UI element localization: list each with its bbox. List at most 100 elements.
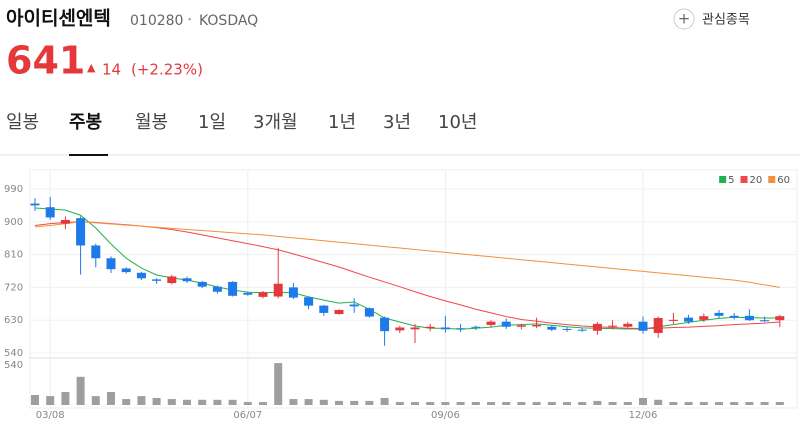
volume-bar (578, 402, 587, 405)
candle-body (760, 320, 770, 322)
candle-body (304, 297, 314, 306)
candle-body (486, 321, 496, 325)
candle-body (334, 309, 344, 315)
volume-bar (107, 392, 115, 405)
candle-body (653, 318, 663, 333)
volume-bar (623, 402, 632, 405)
watch-icon: + (678, 10, 691, 28)
volume-bar (167, 399, 176, 405)
candle-body (714, 312, 724, 316)
candle-body (516, 325, 526, 327)
candle-body (592, 323, 602, 331)
x-tick-label: 06/07 (233, 410, 262, 421)
price: 641 (6, 39, 85, 83)
volume-bar (31, 394, 39, 405)
volume-bar (487, 402, 495, 405)
tab[interactable]: 3년 (383, 112, 411, 133)
volume-bar (456, 402, 465, 405)
watch-button[interactable]: + 관심종목 (673, 8, 750, 30)
candle-body (425, 326, 435, 329)
candle-body (364, 308, 374, 317)
tab[interactable]: 월봉 (135, 112, 168, 133)
legend-label: 20 (750, 175, 763, 186)
volume-bar (380, 397, 389, 405)
volume-bar (502, 402, 511, 405)
volume-bar (259, 402, 267, 405)
candle-body (228, 281, 238, 296)
volume-bar (365, 400, 374, 405)
volume-bar (654, 399, 663, 405)
volume-bar (91, 396, 100, 405)
tab[interactable]: 3개월 (253, 112, 298, 133)
volume-bar (395, 402, 404, 405)
tab[interactable]: 1일 (198, 112, 226, 133)
legend-swatch (719, 176, 727, 183)
volume-bar (684, 402, 693, 405)
ma-line (34, 221, 780, 288)
tab[interactable]: 1년 (328, 112, 356, 133)
volume-bar (350, 400, 359, 405)
volume-bar (517, 402, 526, 405)
candle-body (106, 258, 116, 270)
candle-body (243, 292, 253, 295)
candle-body (380, 317, 390, 332)
volume-bar (335, 400, 343, 405)
y-tick-label: 720 (4, 282, 23, 293)
volume-bar (745, 402, 754, 405)
stock-code: 010280 (130, 13, 183, 29)
tab-bar: 일봉 주봉 월봉 1일 3개월 1년 3년 10년 (6, 112, 477, 156)
volume-bar (669, 402, 678, 405)
volume-bar (532, 402, 541, 405)
y-tick-label: 630 (4, 315, 23, 326)
tab[interactable]: 일봉 (6, 112, 39, 133)
candle-body (395, 327, 405, 331)
legend-swatch (768, 176, 776, 183)
candle-body (729, 315, 739, 318)
candle-body (30, 203, 40, 206)
volume-bar (730, 402, 739, 405)
tab[interactable]: 주봉 (69, 112, 102, 133)
separator: • (187, 16, 192, 26)
x-tick-label: 03/08 (36, 410, 65, 421)
change-arrow: ▲ (87, 61, 96, 74)
volume-bar (547, 402, 556, 405)
volume-bar (61, 392, 70, 405)
candle-body (668, 319, 678, 321)
volume-bar (608, 402, 617, 405)
volume-bar (319, 399, 328, 405)
y-tick-label: 810 (4, 250, 23, 261)
volume-bar (441, 402, 450, 405)
volume-bar (274, 363, 283, 405)
candle-body (471, 326, 481, 328)
candle-body (76, 218, 86, 246)
volume-bar (426, 402, 435, 405)
tab[interactable]: 10년 (438, 112, 477, 133)
volume-bar (213, 399, 222, 405)
candle-body (744, 315, 754, 321)
y-tick-label: 540 (4, 348, 23, 359)
change: 14 (102, 61, 121, 79)
market: KOSDAQ (199, 13, 258, 29)
volume-bar (760, 402, 769, 405)
volume-tick-label: 540 (4, 360, 23, 371)
candle-body (623, 323, 633, 327)
candle-body (547, 326, 557, 330)
y-tick-label: 990 (4, 184, 23, 195)
stock-name: 아이티센엔텍 (6, 8, 111, 30)
candle-body (121, 268, 131, 273)
volume-bar (471, 402, 480, 405)
candle-body (152, 279, 162, 281)
volume-bar (411, 402, 419, 405)
candle-body (167, 276, 177, 284)
volume-bar (289, 399, 298, 405)
candle-body (562, 328, 572, 330)
volume-bar (198, 399, 207, 405)
watch-icon-circle (673, 8, 695, 30)
plot-frame (29, 169, 798, 409)
candle-body (532, 324, 542, 327)
candle-body (91, 245, 101, 259)
candle-body (349, 304, 359, 307)
volume-bar (593, 400, 602, 405)
